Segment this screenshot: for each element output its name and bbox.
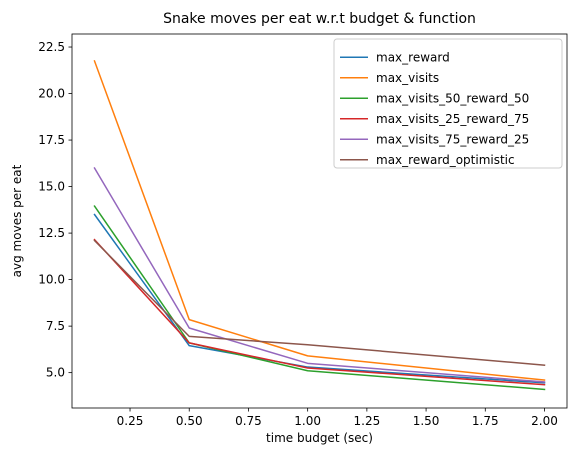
y-tick-label: 10.0 <box>38 273 65 287</box>
plot-frame <box>71 33 568 409</box>
x-tick-label: 1.25 <box>354 414 381 428</box>
x-tick-label: 1.00 <box>294 414 321 428</box>
legend: max_reward max_visits max_visits_50_reward… <box>333 38 563 169</box>
legend-label-max_reward_optimistic: max_reward_optimistic <box>376 153 515 167</box>
legend-label-max_visits_50_reward_50: max_visits_50_reward_50 <box>376 91 529 105</box>
x-tick-label: 1.75 <box>472 414 499 428</box>
x-tick-label: 0.50 <box>176 414 203 428</box>
legend-label-max_visits_75_reward_25: max_visits_75_reward_25 <box>376 132 529 146</box>
series-layer <box>93 60 546 391</box>
legend-label-max_visits: max_visits <box>376 71 439 85</box>
y-axis-label: avg moves per eat <box>10 164 24 277</box>
x-axis-label: time budget (sec) <box>266 431 373 445</box>
series-line-max_visits <box>93 60 546 381</box>
y-tick-label: 20.0 <box>38 87 65 101</box>
legend-label-max_reward: max_reward <box>376 50 450 64</box>
legend-label-max_visits_25_reward_75: max_visits_25_reward_75 <box>376 112 529 126</box>
series-line-max_visits_50_reward_50 <box>93 205 546 391</box>
x-tick-label: 0.25 <box>117 414 144 428</box>
chart-title: Snake moves per eat w.r.t budget & funct… <box>163 11 476 27</box>
y-tick-label: 22.5 <box>38 40 65 54</box>
y-tick-label: 12.5 <box>38 226 65 240</box>
y-tick-label: 15.0 <box>38 180 65 194</box>
axes-layer: 0.25 0.50 0.75 1.00 1.25 1.50 1.75 2.00 5.0 7.5 10… <box>38 33 568 428</box>
x-tick-label: 0.75 <box>235 414 262 428</box>
x-tick-label: 1.50 <box>413 414 440 428</box>
series-line-max_visits_75_reward_25 <box>93 166 546 383</box>
y-tick-label: 7.5 <box>46 319 65 333</box>
series-line-max_reward_optimistic <box>93 239 546 367</box>
x-tick-label: 2.00 <box>531 414 558 428</box>
y-tick-label: 17.5 <box>38 133 65 147</box>
series-line-max_visits_25_reward_75 <box>93 238 546 386</box>
y-tick-label: 5.0 <box>46 366 65 380</box>
legend-box <box>333 38 563 169</box>
